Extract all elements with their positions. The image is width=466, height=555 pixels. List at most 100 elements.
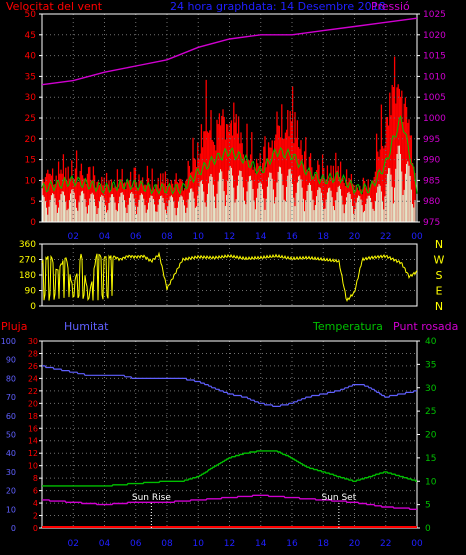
humidity-scale-tick-label: 2 <box>33 512 38 521</box>
humidity-scale-tick-label: 16 <box>28 424 38 433</box>
humidity-scale-tick-label: 22 <box>28 387 38 396</box>
wind-direction-line <box>41 251 418 303</box>
wind-speed-title: Velocitat del vent <box>6 0 103 13</box>
wind-tick-label: 25 <box>25 114 36 124</box>
hour-tick-label: 16 <box>286 232 298 242</box>
humidity-scale-tick-label: 12 <box>28 449 38 458</box>
wind-pressure-panel: 0510152025303540455097598098599099510001… <box>25 10 447 242</box>
wind-tick-label: 5 <box>30 197 36 207</box>
hour-tick-label: 02 <box>68 539 79 549</box>
humidity-scale-tick-label: 28 <box>28 349 38 358</box>
wind-tick-label: 20 <box>25 135 37 145</box>
direction-tick-label: 180 <box>19 271 36 281</box>
humidity-scale-tick-label: 14 <box>28 437 38 446</box>
pressure-tick-label: 995 <box>423 135 440 145</box>
pressure-tick-label: 985 <box>423 176 440 186</box>
hour-tick-label: 14 <box>255 539 267 549</box>
wind-tick-label: 10 <box>25 176 37 186</box>
hour-tick-label: 16 <box>286 539 298 549</box>
humidity-scale-tick-label: 24 <box>28 374 38 383</box>
direction-tick-label: 90 <box>25 287 37 297</box>
hour-tick-label: 22 <box>380 539 391 549</box>
wind-tick-label: 50 <box>25 10 37 20</box>
pressure-tick-label: 1020 <box>423 31 446 41</box>
temperature-tick-label: 10 <box>425 477 437 487</box>
compass-letter: N <box>435 238 443 251</box>
temperature-line <box>42 450 417 487</box>
wind-average-line <box>41 114 418 196</box>
direction-tick-label: 360 <box>19 240 36 250</box>
sunrise-label: Sun Rise <box>132 493 171 503</box>
temperature-tick-label: 20 <box>425 431 437 441</box>
humidity-scale-tick-label: 10 <box>28 462 38 471</box>
dew-point-title: Punt rosada <box>393 320 458 333</box>
humidity-scale-tick-label: 18 <box>28 412 38 421</box>
hour-tick-label: 06 <box>130 232 142 242</box>
pressure-title: Pressió <box>371 0 410 13</box>
sunset-label: Sun Set <box>321 493 356 503</box>
hour-tick-label: 12 <box>224 539 235 549</box>
rain-scale-tick-label: 50 <box>6 431 16 440</box>
temperature-humidity-panel: Sun Rise Sun Set0102030405060708090100024… <box>1 337 437 549</box>
pressure-tick-label: 1005 <box>423 93 446 103</box>
pressure-tick-label: 1010 <box>423 72 446 82</box>
humidity-scale-tick-label: 6 <box>33 487 38 496</box>
temperature-tick-label: 40 <box>425 337 437 347</box>
pressure-tick-label: 1015 <box>423 52 446 62</box>
humidity-scale-tick-label: 4 <box>33 499 38 508</box>
hour-tick-label: 20 <box>349 539 361 549</box>
hour-tick-label: 02 <box>68 232 79 242</box>
hour-tick-label: 04 <box>99 232 111 242</box>
compass-letter: W <box>434 254 445 267</box>
hour-tick-label: 22 <box>380 232 391 242</box>
rain-title: Pluja <box>1 320 27 333</box>
direction-tick-label: 270 <box>19 256 36 266</box>
hour-tick-label: 20 <box>349 232 361 242</box>
humidity-scale-tick-label: 30 <box>28 337 38 346</box>
wind-tick-label: 45 <box>25 31 36 41</box>
temperature-tick-label: 0 <box>425 524 431 534</box>
wind-tick-label: 30 <box>25 93 37 103</box>
humidity-line <box>42 365 417 407</box>
temperature-tick-label: 35 <box>425 360 436 370</box>
rain-scale-tick-label: 100 <box>1 337 16 346</box>
hour-tick-label: 06 <box>130 539 142 549</box>
hour-tick-label: 14 <box>255 232 267 242</box>
rain-scale-tick-label: 60 <box>6 412 16 421</box>
wind-tick-label: 35 <box>25 72 36 82</box>
hour-tick-label: 10 <box>193 539 205 549</box>
rain-scale-tick-label: 40 <box>6 449 16 458</box>
temperature-tick-label: 30 <box>425 384 437 394</box>
compass-letter: S <box>436 269 443 282</box>
hour-tick-label: 10 <box>193 232 205 242</box>
rain-scale-tick-label: 80 <box>6 374 16 383</box>
temperature-tick-label: 5 <box>425 501 431 511</box>
hour-tick-label: 00 <box>411 232 423 242</box>
hour-tick-label: 04 <box>99 539 111 549</box>
chart-title: 24 hora graphdata: 14 Desembre 2018 <box>170 0 386 13</box>
wind-tick-label: 15 <box>25 156 36 166</box>
rain-scale-tick-label: 0 <box>11 524 16 533</box>
temperature-tick-label: 25 <box>425 407 436 417</box>
rain-scale-tick-label: 10 <box>6 505 16 514</box>
rain-scale-tick-label: 30 <box>6 468 16 477</box>
compass-letter: N <box>435 300 443 313</box>
temperature-title: Temperatura <box>312 320 383 333</box>
hour-tick-label: 08 <box>161 232 173 242</box>
pressure-tick-label: 975 <box>423 218 440 228</box>
hour-tick-label: 12 <box>224 232 235 242</box>
pressure-tick-label: 1025 <box>423 10 446 20</box>
hour-tick-label: 00 <box>411 539 423 549</box>
direction-tick-label: 0 <box>30 302 36 312</box>
humidity-scale-tick-label: 26 <box>28 362 38 371</box>
humidity-title: Humitat <box>64 320 109 333</box>
rain-scale-tick-label: 20 <box>6 487 16 496</box>
compass-letter: E <box>436 285 443 298</box>
rain-scale-tick-label: 90 <box>6 356 16 365</box>
humidity-scale-tick-label: 8 <box>33 474 38 483</box>
wind-tick-label: 40 <box>25 52 37 62</box>
pressure-tick-label: 980 <box>423 197 440 207</box>
pressure-tick-label: 1000 <box>423 114 446 124</box>
